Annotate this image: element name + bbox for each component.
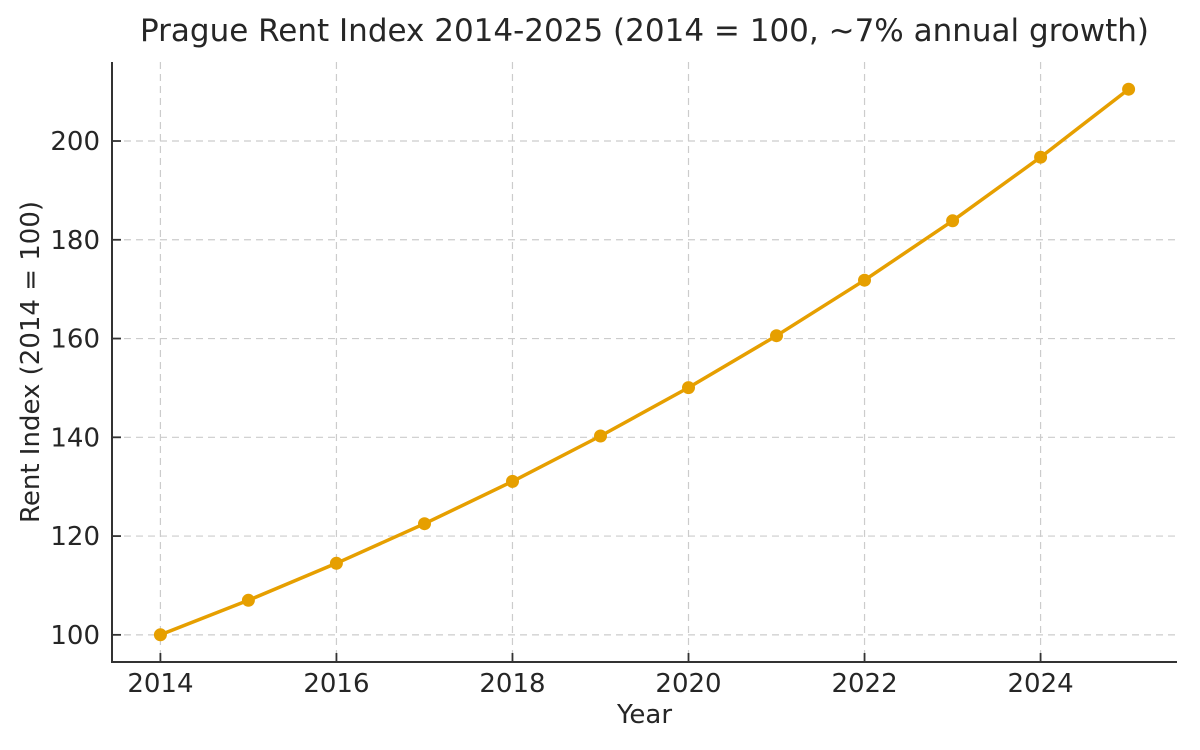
rent-index-line [158, 87, 1131, 637]
data-point-2015 [241, 593, 255, 607]
y-tick-label: 100 [50, 621, 100, 651]
x-tick-label: 2020 [655, 669, 721, 699]
x-tick-label: 2018 [479, 669, 545, 699]
data-point-2019 [594, 429, 607, 443]
chart-title: Prague Rent Index 2014-2025 (2014 = 100,… [140, 13, 1149, 49]
x-tick-label: 2016 [303, 669, 369, 699]
data-point-2017 [418, 517, 431, 531]
data-point-2024 [1034, 150, 1048, 164]
y-tick-label: 200 [50, 127, 100, 157]
data-point-2016 [329, 556, 343, 570]
data-point-2025 [1122, 82, 1136, 96]
y-tick-label: 120 [50, 522, 100, 552]
x-tick-label: 2022 [831, 669, 897, 699]
data-point-2022 [858, 273, 871, 287]
data-point-2023 [946, 214, 960, 228]
data-point-2018 [506, 474, 519, 488]
data-point-2020 [682, 381, 695, 395]
y-tick-label: 140 [50, 423, 100, 453]
x-tick-label: 2024 [1007, 669, 1073, 699]
y-tick-label: 180 [50, 226, 100, 256]
y-tick-label: 160 [50, 325, 100, 355]
data-point-2021 [770, 329, 783, 343]
data-point-2014 [153, 628, 167, 642]
x-tick-label: 2014 [127, 669, 193, 699]
x-axis-label: Year [616, 700, 673, 730]
